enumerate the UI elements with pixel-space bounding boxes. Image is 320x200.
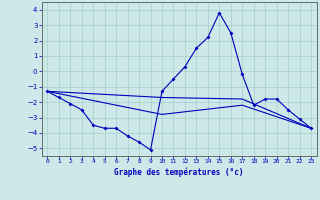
X-axis label: Graphe des températures (°c): Graphe des températures (°c) <box>115 167 244 177</box>
